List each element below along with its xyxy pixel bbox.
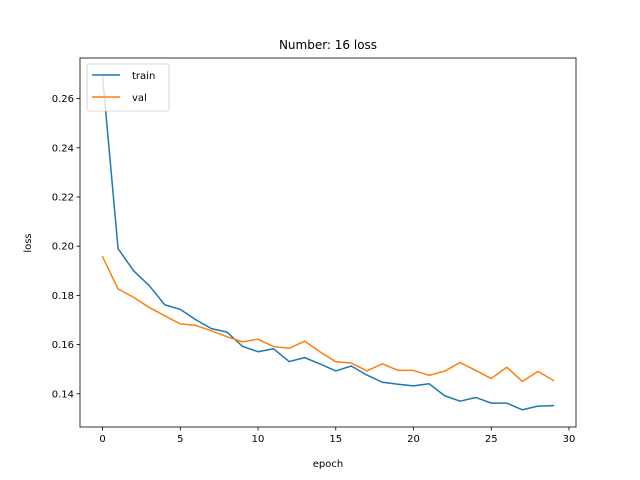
axes-frame: [79, 57, 577, 428]
y-tick-label: 0.26: [52, 94, 74, 105]
x-tick-label: 30: [563, 434, 576, 445]
legend-label-train: train: [132, 71, 155, 82]
x-tick-label: 0: [99, 434, 105, 445]
x-tick-label: 10: [252, 434, 265, 445]
x-axis-label: epoch: [313, 459, 343, 470]
x-tick-label: 25: [485, 434, 498, 445]
series-line-train: [101, 75, 555, 411]
y-tick-label: 0.22: [52, 192, 74, 203]
y-tick-label: 0.14: [52, 389, 74, 400]
x-tick-label: 20: [407, 434, 420, 445]
series-line-val: [101, 255, 555, 383]
legend: train val: [86, 63, 170, 112]
y-tick-label: 0.16: [52, 340, 74, 351]
y-tick-label: 0.18: [52, 291, 74, 302]
y-tick-label: 0.24: [52, 143, 74, 154]
chart-title: Number: 16 loss: [279, 38, 377, 52]
y-tick-label: 0.20: [52, 242, 74, 253]
x-tick-label: 15: [329, 434, 342, 445]
legend-label-val: val: [132, 93, 147, 104]
x-tick-label: 5: [177, 434, 183, 445]
y-axis-label: loss: [23, 233, 34, 252]
legend-box: [86, 63, 170, 112]
